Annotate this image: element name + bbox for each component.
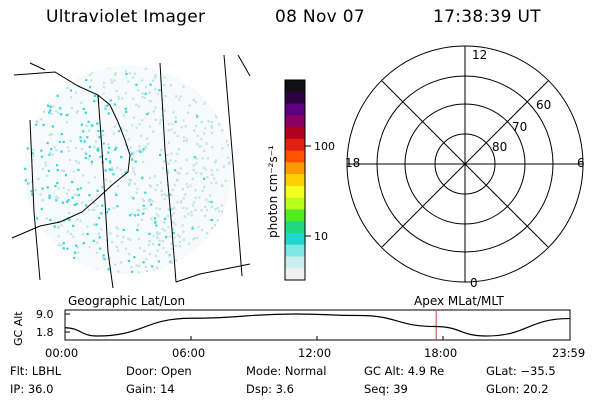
colorbar-segment: [285, 256, 305, 269]
map-caption: Geographic Lat/Lon: [68, 294, 186, 308]
colorbar-segment: [285, 150, 305, 163]
altitude-y-label: GC Alt: [12, 311, 25, 346]
map-graticule-lines: [11, 54, 251, 289]
glon-status: GLon: 20.2: [486, 382, 549, 396]
dsp-status: Dsp: 3.6: [246, 382, 294, 396]
seq-status: Seq: 39: [364, 382, 408, 396]
altitude-plot: [64, 309, 571, 341]
altitude-curve: [64, 313, 570, 337]
altitude-ytick-1-8: 1.8: [36, 326, 54, 339]
mlt-label-0: 0: [470, 276, 478, 290]
colorbar-segment: [285, 80, 305, 93]
time-label: 17:38:39 UT: [433, 7, 541, 27]
colorbar-segment: [285, 268, 305, 281]
colorbar-unit-label: photon cm⁻²s⁻¹: [266, 145, 280, 238]
colorbar-segment: [285, 185, 305, 199]
altitude-xtick-0600: 06:00: [172, 346, 206, 360]
colorbar-segment: [285, 162, 305, 175]
geographic-map: [11, 54, 251, 289]
gc-alt-status: GC Alt: 4.9 Re: [364, 364, 445, 378]
polar-grid: [346, 45, 584, 283]
glat-status: GLat: −35.5: [486, 364, 556, 378]
colorbar-segment: [285, 138, 305, 152]
altitude-ticks: [65, 313, 444, 340]
color-scale-bar: [284, 79, 311, 281]
altitude-xtick-1800: 18:00: [424, 346, 458, 360]
colorbar-segment: [285, 103, 305, 116]
window-title: Ultraviolet Imager: [46, 7, 206, 27]
colorbar-segment: [285, 221, 305, 234]
filter-status: Flt: LBHL: [10, 364, 62, 378]
altitude-xtick-2359: 23:59: [552, 346, 586, 360]
door-status: Door: Open: [126, 364, 192, 378]
mlt-label-6: 6: [577, 156, 585, 170]
date-label: 08 Nov 07: [275, 7, 365, 27]
lat-label-70: 70: [512, 120, 528, 134]
polar-caption: Apex MLat/MLT: [414, 294, 504, 308]
mlt-label-18: 18: [345, 156, 361, 170]
colorbar-segment: [285, 91, 305, 105]
ip-status: IP: 36.0: [10, 382, 54, 396]
colorbar-segment: [285, 174, 305, 187]
gain-status: Gain: 14: [126, 382, 175, 396]
mlt-label-12: 12: [472, 48, 488, 62]
altitude-xtick-0000: 00:00: [45, 346, 79, 360]
colorbar-tick-100: 100: [314, 140, 335, 153]
colorbar-segment: [285, 244, 305, 257]
mode-status: Mode: Normal: [246, 364, 327, 378]
colorbar-segment: [285, 197, 305, 210]
altitude-xtick-1200: 12:00: [298, 346, 332, 360]
colorbar-tick-10: 10: [314, 230, 328, 243]
colorbar-segment: [285, 115, 305, 128]
lat-label-60: 60: [536, 98, 552, 112]
colorbar-segment: [285, 209, 305, 222]
colorbar-segment: [285, 127, 305, 140]
colorbar-segment: [285, 232, 305, 246]
altitude-ytick-9: 9.0: [36, 308, 54, 321]
lat-label-80: 80: [492, 140, 508, 154]
